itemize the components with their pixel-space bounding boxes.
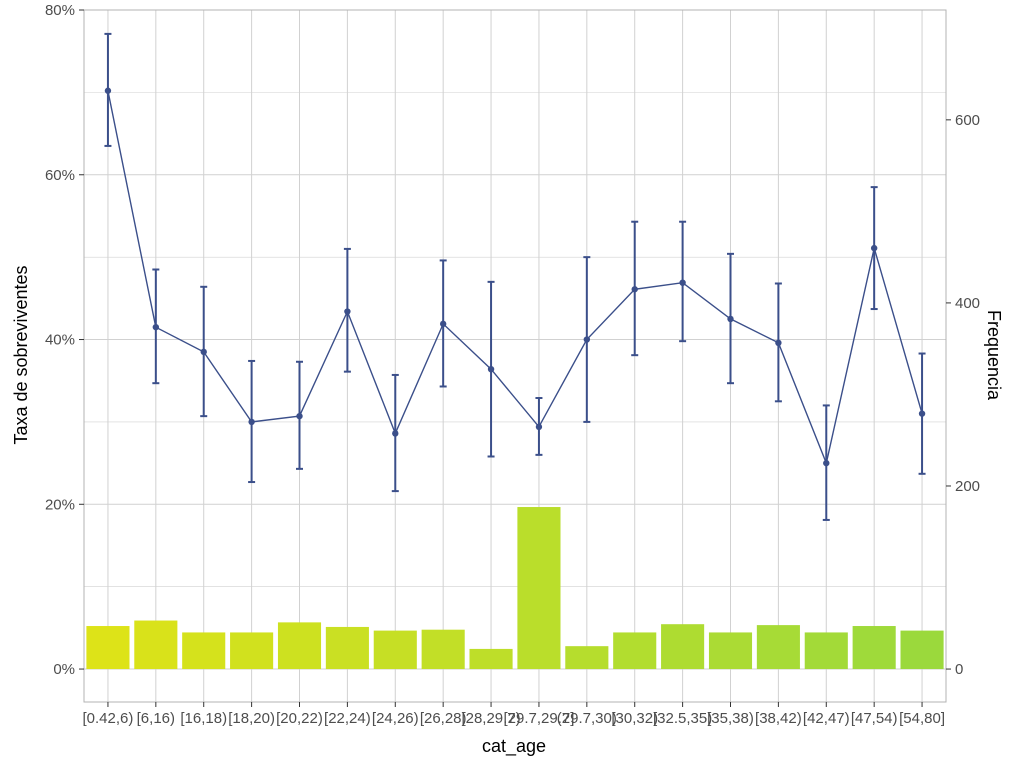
x-axis-tick-label: [0.42,6) — [83, 710, 134, 727]
survival-rate-line — [104, 32, 926, 521]
bar-6 — [325, 626, 369, 670]
x-axis-tick-label: [18,20) — [228, 710, 275, 727]
data-point-15 — [775, 339, 782, 347]
x-axis-tick-label: (29.7,30) — [557, 710, 617, 727]
bar-4 — [230, 632, 274, 670]
right-axis-tick-label: 0 — [955, 661, 963, 678]
x-axis-tick-label: [54,80] — [899, 710, 945, 727]
bar-10 — [517, 507, 561, 670]
bar-2 — [134, 620, 178, 670]
x-axis-tick-label: [29.7,29.7] — [503, 710, 574, 727]
data-point-18 — [918, 410, 926, 417]
left-axis-tick-label: 20% — [45, 496, 75, 513]
right-axis-tick-label: 200 — [955, 478, 980, 495]
bar-11 — [565, 646, 609, 670]
data-point-13 — [679, 279, 686, 286]
x-axis-tick-label: [47,54) — [851, 710, 898, 727]
right-axis: 0 200 400 600 — [946, 112, 980, 678]
x-axis-title: cat_age — [482, 736, 546, 757]
bar-14 — [708, 632, 753, 670]
x-axis-tick-label: [35,38) — [707, 710, 754, 727]
left-axis-tick-label: 40% — [45, 332, 75, 349]
frequency-bars — [86, 507, 944, 670]
bar-5 — [277, 622, 322, 670]
data-point-6 — [344, 308, 351, 315]
bar-3 — [182, 632, 226, 670]
data-point-9 — [487, 365, 495, 373]
bar-15 — [756, 625, 800, 670]
bar-16 — [804, 632, 848, 670]
x-axis-tick-label: [32.5,35) — [653, 710, 712, 727]
x-axis: [0.42,6) [6,16) [16,18) [18,20) [20,22) [22,2… — [83, 702, 945, 727]
data-point-1 — [104, 87, 112, 94]
data-point-17 — [870, 244, 878, 252]
bar-1 — [86, 626, 130, 670]
bar-13 — [661, 624, 705, 670]
data-point-3 — [200, 348, 207, 356]
data-point-4 — [248, 418, 255, 426]
left-axis-tick-label: 80% — [45, 2, 75, 19]
data-point-16 — [823, 459, 830, 467]
left-axis-tick-label: 0% — [53, 661, 75, 678]
x-axis-tick-label: [38,42) — [755, 710, 802, 727]
x-axis-tick-label: [20,22) — [276, 710, 323, 727]
x-axis-tick-label: [42,47) — [803, 710, 850, 727]
bar-18 — [900, 630, 944, 670]
bar-17 — [852, 626, 896, 670]
x-axis-tick-label: [6,16) — [137, 710, 175, 727]
right-axis-tick-label: 400 — [955, 295, 980, 312]
right-axis-tick-label: 600 — [955, 112, 980, 129]
left-axis-title: Taxa de sobreviventes — [11, 265, 31, 444]
bar-8 — [421, 629, 465, 670]
data-point-12 — [631, 286, 638, 293]
bar-12 — [613, 632, 657, 670]
x-axis-tick-label: [28,29.7) — [461, 710, 520, 727]
bar-9 — [469, 648, 513, 670]
x-axis-tick-label: [30,32) — [611, 710, 658, 727]
data-point-11 — [583, 336, 591, 343]
right-axis-title: Frequencia — [984, 310, 1004, 401]
panel-border — [83, 9, 947, 703]
x-axis-tick-label: [16,18) — [180, 710, 227, 727]
data-point-7 — [392, 430, 399, 437]
x-axis-tick-label: [24,26) — [372, 710, 419, 727]
bar-7 — [373, 630, 417, 670]
survival-rate-line-path — [107, 90, 923, 466]
left-axis: 0% 20% 40% 60% 80% — [45, 2, 84, 678]
data-point-8 — [439, 320, 447, 328]
data-point-5 — [296, 412, 303, 420]
x-axis-tick-label: [26,28) — [420, 710, 467, 727]
data-point-2 — [152, 323, 160, 331]
x-axis-tick-label: [22,24) — [324, 710, 371, 727]
data-point-14 — [727, 315, 734, 323]
left-axis-tick-label: 60% — [45, 167, 75, 184]
data-point-10 — [535, 423, 543, 431]
